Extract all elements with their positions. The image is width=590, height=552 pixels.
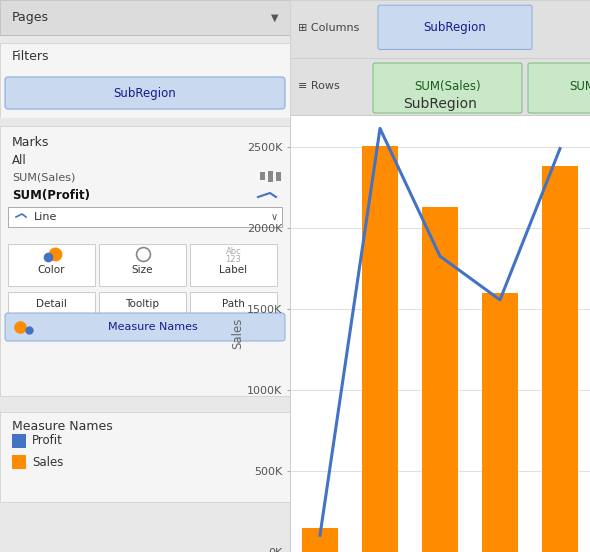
Text: ⊞ Columns: ⊞ Columns xyxy=(298,23,359,33)
FancyBboxPatch shape xyxy=(5,313,285,341)
FancyBboxPatch shape xyxy=(5,77,285,109)
Bar xyxy=(12,434,26,448)
Bar xyxy=(190,244,277,286)
Text: SUM(Profit): SUM(Profit) xyxy=(569,79,590,93)
Text: SUM(Sales): SUM(Sales) xyxy=(414,79,481,93)
Bar xyxy=(99,244,186,286)
Bar xyxy=(190,292,277,316)
Text: Label: Label xyxy=(219,265,248,275)
Title: SubRegion: SubRegion xyxy=(403,97,477,111)
Text: SubRegion: SubRegion xyxy=(424,21,486,34)
Y-axis label: Sales: Sales xyxy=(231,318,244,349)
Text: ≡ Rows: ≡ Rows xyxy=(298,81,340,91)
Text: SUM(Profit): SUM(Profit) xyxy=(12,189,90,203)
Bar xyxy=(0,43,290,118)
Text: Measure Names: Measure Names xyxy=(108,322,198,332)
FancyBboxPatch shape xyxy=(378,5,532,50)
Bar xyxy=(12,455,26,469)
Bar xyxy=(0,126,290,396)
Text: Color: Color xyxy=(38,265,65,275)
Bar xyxy=(290,0,590,57)
Bar xyxy=(8,244,95,286)
Text: Abc: Abc xyxy=(225,247,241,257)
Bar xyxy=(8,292,95,316)
Bar xyxy=(276,172,281,181)
Bar xyxy=(290,57,590,115)
Text: Pages: Pages xyxy=(12,11,49,24)
Text: Detail: Detail xyxy=(36,299,67,309)
Text: ▼: ▼ xyxy=(270,13,278,23)
Bar xyxy=(0,404,290,412)
Text: Marks: Marks xyxy=(12,135,50,148)
Text: SubRegion: SubRegion xyxy=(114,87,176,99)
Text: Profit: Profit xyxy=(32,434,63,448)
Bar xyxy=(99,292,186,316)
FancyBboxPatch shape xyxy=(528,63,590,113)
Bar xyxy=(8,207,282,227)
Text: SUM(Sales): SUM(Sales) xyxy=(12,173,76,183)
Bar xyxy=(302,528,338,552)
Text: Line: Line xyxy=(34,212,57,222)
Bar xyxy=(260,172,265,180)
Text: Path: Path xyxy=(222,299,245,309)
Bar xyxy=(0,412,290,502)
FancyBboxPatch shape xyxy=(373,63,522,113)
Bar xyxy=(0,118,290,126)
Bar xyxy=(0,0,290,35)
Bar xyxy=(0,35,290,43)
Text: All: All xyxy=(12,153,27,167)
Text: Size: Size xyxy=(132,265,153,275)
Bar xyxy=(362,146,398,552)
Bar xyxy=(482,293,518,552)
Bar xyxy=(422,207,458,552)
Text: Filters: Filters xyxy=(12,50,50,63)
Bar xyxy=(268,171,273,182)
Text: Tooltip: Tooltip xyxy=(126,299,159,309)
Text: Measure Names: Measure Names xyxy=(12,420,113,433)
Text: 123: 123 xyxy=(225,254,241,263)
Bar xyxy=(542,166,578,552)
Text: Sales: Sales xyxy=(32,455,63,469)
Text: ∨: ∨ xyxy=(271,212,278,222)
